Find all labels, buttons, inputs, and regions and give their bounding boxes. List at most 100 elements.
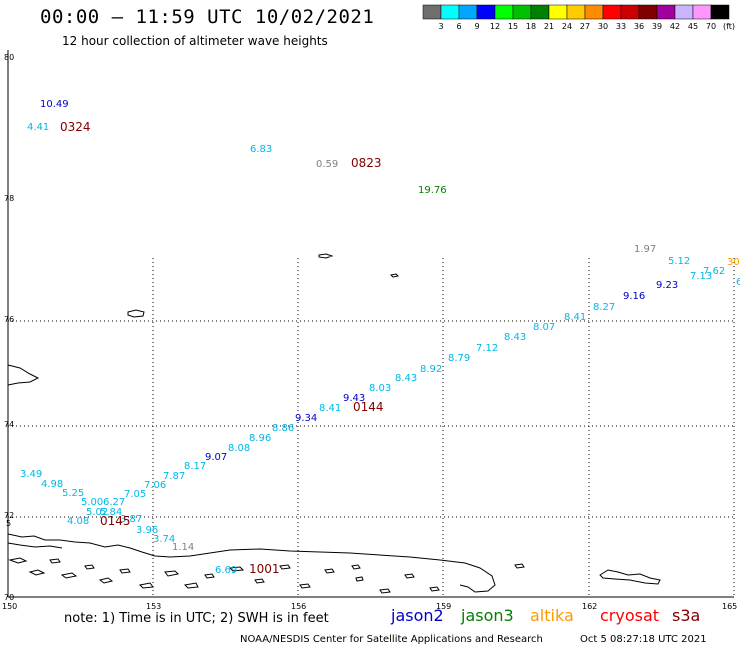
- island: [324, 568, 335, 574]
- color-scale-label: (ft): [723, 22, 735, 31]
- color-scale-swatch: [674, 4, 694, 20]
- wave-height-label: 4.98: [41, 479, 63, 490]
- island: [429, 586, 440, 592]
- wave-height-label: 9.34: [295, 413, 317, 424]
- page-subtitle: 12 hour collection of altimeter wave hei…: [62, 34, 328, 48]
- wave-height-label: 3.49: [20, 469, 42, 480]
- color-scale-swatch: [602, 4, 622, 20]
- wave-height-label: 8.07: [533, 322, 555, 333]
- wave-height-label: 6.27: [103, 497, 125, 508]
- color-scale-label: 3: [438, 22, 443, 31]
- color-scale-label: 6: [456, 22, 461, 31]
- color-scale-label: 33: [616, 22, 626, 31]
- color-scale-label: 45: [688, 22, 698, 31]
- island: [351, 564, 361, 570]
- island: [84, 564, 95, 570]
- wave-height-label: 30: [727, 257, 740, 268]
- pass-time-label: 0145: [100, 514, 131, 528]
- lon-label: 159: [436, 602, 451, 611]
- wave-height-label: 0.59: [316, 159, 338, 170]
- island: [183, 582, 199, 589]
- wave-height-label: 9.16: [623, 291, 645, 302]
- color-scale-label: 39: [652, 22, 662, 31]
- color-scale-swatch: [692, 4, 712, 20]
- map-grid: [8, 258, 735, 597]
- wave-height-label: 8.96: [249, 433, 271, 444]
- island: [60, 572, 78, 579]
- color-scale-swatch: [512, 4, 532, 20]
- coast-segment: [7, 542, 63, 549]
- wave-height-label: 8.08: [228, 443, 250, 454]
- color-scale-swatch: [422, 4, 442, 20]
- pass-time-label: 0144: [353, 400, 384, 414]
- wave-height-label: 7.62: [703, 266, 725, 277]
- wave-height-label: 10.49: [40, 99, 69, 110]
- lon-label: 150: [2, 602, 17, 611]
- wave-height-label: 7.87: [163, 471, 185, 482]
- color-scale-legend: 3 6 9 12 15 18 21 24 27 30 33 36 39 42 45 70 (ft): [422, 4, 735, 31]
- coastline: [7, 253, 661, 594]
- satellite-legend-s3a: s3a: [672, 606, 701, 625]
- lat-label: 78: [4, 194, 14, 203]
- island: [204, 573, 215, 579]
- wave-height-label: 19.76: [418, 185, 447, 196]
- color-scale-label: 30: [598, 22, 608, 31]
- wave-height-label: 7.06: [144, 480, 166, 491]
- wave-height-label: 8.86: [272, 423, 294, 434]
- color-scale-swatch: [530, 4, 550, 20]
- island: [138, 582, 154, 589]
- island: [404, 573, 415, 579]
- wave-height-label: 3.74: [153, 534, 175, 545]
- color-scale-label: 9: [474, 22, 479, 31]
- lon-label: 162: [582, 602, 597, 611]
- island: [119, 568, 131, 574]
- wave-height-label: 5.02: [86, 507, 108, 518]
- lon-label: 165: [722, 602, 737, 611]
- pass-time-label: 0324: [60, 120, 91, 134]
- wave-height-label: 3.96: [136, 525, 158, 536]
- wave-height-label: 6.83: [250, 144, 272, 155]
- coast-segment: [7, 533, 496, 593]
- wave-height-label: 5.25: [62, 488, 84, 499]
- pass-time-labels: 0324 0823 0144 0145 1001: [60, 120, 384, 576]
- color-scale-label: 70: [706, 22, 716, 31]
- latitude-labels: 80 78 76 74 72 5 70: [4, 53, 14, 602]
- wave-height-label: 8.79: [448, 353, 470, 364]
- wave-height-label: 8.41: [319, 403, 341, 414]
- units-note: note: 1) Time is in UTC; 2) SWH is in fe…: [64, 611, 329, 626]
- lat-label-extra: 5: [6, 519, 11, 528]
- wave-height-label: 8.92: [420, 364, 442, 375]
- wave-height-label: 4.08: [67, 516, 89, 527]
- color-scale-label: 18: [526, 22, 536, 31]
- wave-height-label: 9.23: [656, 280, 678, 291]
- color-scale-label: 21: [544, 22, 554, 31]
- wave-height-label: 5.12: [668, 256, 690, 267]
- wave-height-label: 6: [736, 277, 740, 288]
- color-scale-swatch: [494, 4, 514, 20]
- wave-height-label: 9.43: [343, 393, 365, 404]
- satellite-legend-jason2: jason2: [391, 606, 444, 625]
- wave-height-label: 9.07: [205, 452, 227, 463]
- color-scale-swatch: [584, 4, 604, 20]
- wave-height-label: 5.00: [81, 497, 103, 508]
- wave-height-label: 8.43: [504, 332, 526, 343]
- color-scale-swatch: [638, 4, 658, 20]
- color-scale-swatch: [476, 4, 496, 20]
- wave-height-label: 7.12: [476, 343, 498, 354]
- wave-height-label: 4.41: [27, 122, 49, 133]
- color-scale-swatch: [458, 4, 478, 20]
- island: [279, 564, 291, 570]
- island: [389, 273, 400, 278]
- color-scale-swatch: [710, 4, 730, 20]
- wave-height-label: 8.43: [395, 373, 417, 384]
- pass-time-label: 0823: [351, 156, 382, 170]
- color-scale-label: 36: [634, 22, 644, 31]
- island: [127, 309, 145, 318]
- color-scale-label: 42: [670, 22, 680, 31]
- color-scale-swatch: [620, 4, 640, 20]
- island: [49, 558, 61, 564]
- island: [318, 253, 334, 259]
- island: [164, 570, 180, 577]
- satellite-legend-altika: altika: [530, 606, 574, 625]
